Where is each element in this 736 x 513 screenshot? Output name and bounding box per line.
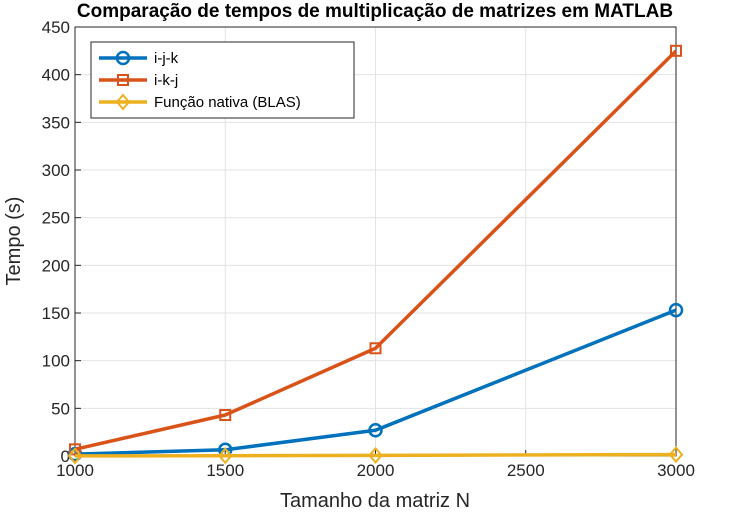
legend-label: i-k-j xyxy=(154,72,178,89)
x-axis: 1000 1500 2000 2500 3000 xyxy=(56,450,695,480)
series-fun-o-nativa-blas- xyxy=(67,446,684,465)
legend-marker xyxy=(115,93,131,111)
y-tick-label: 250 xyxy=(42,209,70,228)
y-axis: 0 50 100 150 200 250 300 350 400 450 xyxy=(42,18,81,466)
series-line xyxy=(74,452,677,458)
y-tick-label: 150 xyxy=(42,304,70,323)
data-point xyxy=(668,446,684,464)
y-tick-label: 50 xyxy=(51,399,70,418)
x-tick-label: 2000 xyxy=(357,461,395,480)
y-tick-label: 200 xyxy=(42,256,70,275)
x-tick-label: 2500 xyxy=(507,461,545,480)
y-tick-label: 0 xyxy=(61,447,70,466)
x-axis-label: Tamanho da matriz N xyxy=(280,490,470,512)
y-tick-label: 300 xyxy=(42,161,70,180)
data-point xyxy=(219,409,232,422)
legend-marker xyxy=(117,74,129,86)
legend-marker xyxy=(115,50,131,66)
legend-label: Função nativa (BLAS) xyxy=(154,94,301,111)
data-point xyxy=(217,447,233,465)
series-line xyxy=(74,308,677,456)
y-tick-label: 400 xyxy=(42,66,70,85)
y-tick-label: 100 xyxy=(42,352,70,371)
x-tick-label: 1000 xyxy=(56,461,94,480)
series-i-k-j xyxy=(69,44,682,456)
legend-label: i-j-k xyxy=(154,50,179,67)
x-tick-label: 3000 xyxy=(657,461,695,480)
y-axis-label: Tempo (s) xyxy=(3,197,25,286)
y-tick-label: 450 xyxy=(42,18,70,37)
x-tick-label: 1500 xyxy=(206,461,244,480)
legend: i-j-k i-k-j Função nativa (BLAS) xyxy=(90,41,355,119)
data-point xyxy=(670,44,682,57)
series-line xyxy=(74,49,678,452)
data-point xyxy=(368,446,383,464)
series-group xyxy=(67,44,684,465)
data-point xyxy=(668,302,684,318)
chart-title: Comparação de tempos de multiplicação de… xyxy=(77,1,673,22)
data-point xyxy=(368,423,383,438)
data-point xyxy=(369,342,382,355)
data-point xyxy=(67,447,83,465)
y-tick-label: 350 xyxy=(42,113,70,132)
